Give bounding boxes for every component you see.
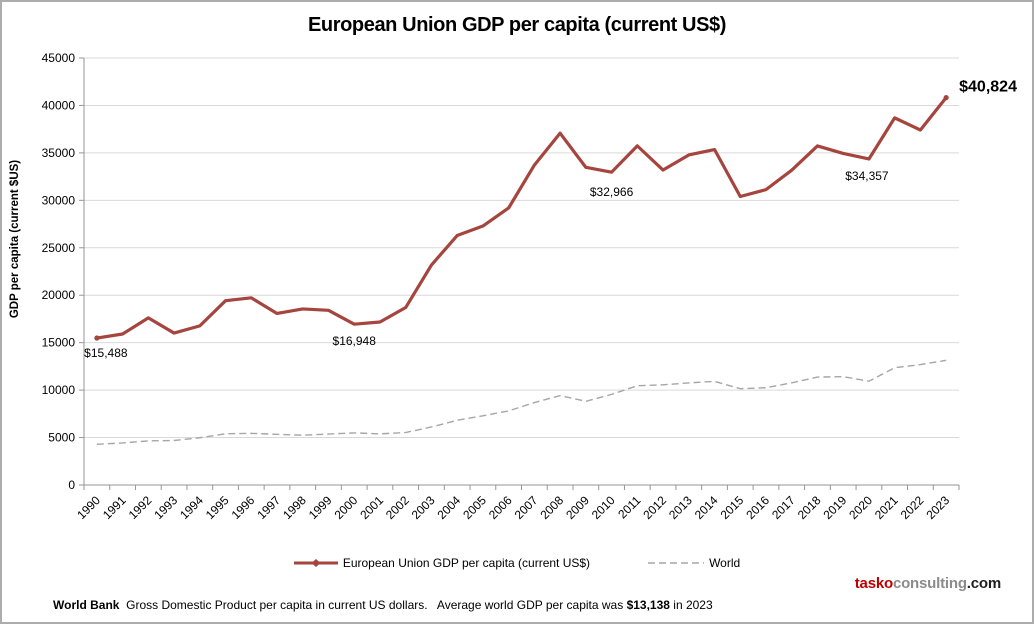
y-tick-label: 25000 — [42, 241, 76, 255]
x-tick-label: 2002 — [383, 493, 412, 522]
x-tick-label: 1996 — [229, 493, 258, 522]
x-tick-label: 1993 — [151, 493, 180, 522]
chart-title: European Union GDP per capita (current U… — [307, 14, 727, 36]
x-tick-label: 2021 — [872, 493, 901, 522]
legend-item-world: World — [648, 556, 740, 570]
x-tick-label: 2013 — [666, 493, 695, 522]
plot-area: 0 5000 10000 15000 20000 25000 30000 35000 40000… — [9, 51, 1017, 522]
x-tick-label: 2008 — [537, 493, 566, 522]
eu-line-sample-icon — [293, 559, 338, 567]
x-tick-label: 1998 — [280, 493, 309, 522]
world-line-sample-icon — [648, 562, 705, 564]
world-line — [96, 359, 947, 445]
y-tick-label: 5000 — [48, 431, 75, 445]
annotation-2020: $34,357 — [845, 169, 889, 183]
x-tick-label: 1995 — [203, 493, 232, 522]
x-tick-label: 2022 — [898, 493, 927, 522]
x-tick-label: 2017 — [769, 493, 798, 522]
x-tick-label: 1991 — [100, 493, 129, 522]
logo-part-com: .com — [966, 575, 1001, 592]
x-tick-label: 1992 — [126, 493, 155, 522]
source-text-end: in 2023 — [669, 598, 713, 612]
logo-part-consulting: consulting — [892, 575, 967, 592]
annotation-2010: $32,966 — [590, 185, 634, 199]
x-tick-label: 2014 — [692, 493, 721, 522]
source-note: World Bank Gross Domestic Product per ca… — [53, 597, 713, 613]
x-tick-label: 1990 — [74, 493, 103, 522]
x-tick-label: 2018 — [795, 493, 824, 522]
x-tick-label: 2012 — [640, 493, 669, 522]
x-tick-label: 2000 — [332, 493, 361, 522]
x-tick-label: 2007 — [512, 493, 541, 522]
y-tick-label: 0 — [68, 478, 75, 492]
logo-part-tasko: tasko — [854, 575, 893, 592]
y-tick-label: 40000 — [42, 98, 76, 112]
source-text: Gross Domestic Product per capita in cur… — [119, 598, 627, 612]
brand-logo: taskoconsulting.com — [855, 575, 1001, 592]
x-tick-label: 2023 — [923, 493, 952, 522]
annotation-2000: $16,948 — [333, 334, 377, 348]
x-tick-label: 2019 — [821, 493, 850, 522]
x-tick-label: 2005 — [460, 493, 489, 522]
legend-label-world: World — [709, 556, 741, 570]
x-tick-label: 2010 — [589, 493, 618, 522]
world-average-value: $13,138 — [626, 598, 670, 612]
legend-label-eu: European Union GDP per capita (current U… — [342, 556, 591, 570]
y-tick-label: 10000 — [42, 383, 76, 397]
eu-first-point — [94, 335, 100, 341]
x-tick-label: 2004 — [435, 493, 464, 522]
legend-item-eu: European Union GDP per capita (current U… — [293, 556, 591, 570]
x-tick-label: 1994 — [177, 493, 206, 522]
y-axis-title: GDP per capita (current $US) — [9, 160, 21, 318]
x-tick-label: 2003 — [409, 493, 438, 522]
x-tick-label: 2020 — [846, 493, 875, 522]
annotation-1990: $15,488 — [84, 346, 128, 360]
x-tick-label: 2009 — [563, 493, 592, 522]
y-tick-label: 45000 — [42, 51, 76, 65]
y-tick-label: 15000 — [42, 336, 76, 350]
x-tick-label: 2011 — [615, 493, 643, 521]
x-tick-label: 2016 — [743, 493, 772, 522]
x-tick-label: 2001 — [357, 493, 386, 522]
y-tick-label: 35000 — [42, 146, 76, 160]
x-tick-label: 2006 — [486, 493, 515, 522]
x-tick-label: 1997 — [254, 493, 283, 522]
x-tick-label: 1999 — [306, 493, 335, 522]
y-tick-label: 20000 — [42, 288, 76, 302]
x-tick-label: 2015 — [718, 493, 747, 522]
y-tick-label: 30000 — [42, 193, 76, 207]
annotation-2023: $40,824 — [959, 79, 1017, 96]
eu-last-point — [943, 95, 949, 101]
source-name: World Bank — [53, 598, 120, 612]
eu-line — [95, 96, 948, 340]
legend: European Union GDP per capita (current U… — [2, 553, 1032, 573]
